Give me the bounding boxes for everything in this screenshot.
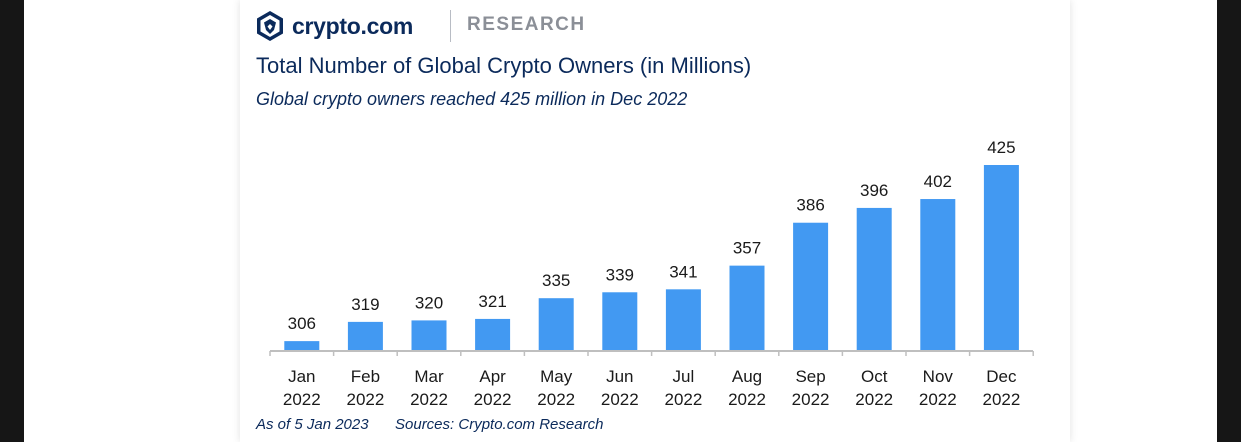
bar bbox=[411, 320, 447, 350]
x-tick-year: 2022 bbox=[664, 390, 702, 409]
bar bbox=[538, 298, 574, 350]
x-tick-year: 2022 bbox=[537, 390, 575, 409]
bar-chart: 306 Jan 2022 319 Feb 2022 320 Mar 2022 321 Apr 2022… bbox=[269, 138, 1034, 409]
x-tick-label: Jul bbox=[673, 367, 695, 386]
bar bbox=[920, 199, 956, 350]
data-label: 341 bbox=[669, 262, 697, 281]
bar bbox=[856, 207, 892, 350]
x-tick-year: 2022 bbox=[346, 390, 384, 409]
left-dark-border bbox=[0, 0, 24, 442]
chart-title: Total Number of Global Crypto Owners (in… bbox=[256, 53, 752, 78]
brand-divider bbox=[450, 10, 451, 42]
x-tick-label: Oct bbox=[861, 367, 888, 386]
bar bbox=[475, 318, 511, 350]
right-dark-border bbox=[1217, 0, 1241, 442]
sources-note: Sources: Crypto.com Research bbox=[395, 416, 604, 433]
data-label: 425 bbox=[987, 138, 1015, 157]
data-label: 396 bbox=[860, 181, 888, 200]
x-tick-label: May bbox=[540, 367, 573, 386]
data-label: 321 bbox=[478, 292, 506, 311]
bar bbox=[347, 321, 383, 350]
x-tick-label: Sep bbox=[795, 367, 825, 386]
x-tick-label: Jun bbox=[606, 367, 633, 386]
x-tick-year: 2022 bbox=[410, 390, 448, 409]
data-label: 386 bbox=[796, 196, 824, 215]
chart-subtitle: Global crypto owners reached 425 million… bbox=[256, 89, 688, 109]
bar bbox=[983, 165, 1019, 350]
brand-logo: crypto.com bbox=[256, 8, 413, 44]
data-label: 319 bbox=[351, 295, 379, 314]
crypto-com-lion-icon bbox=[257, 11, 283, 41]
data-label: 339 bbox=[606, 265, 634, 284]
bar bbox=[602, 292, 638, 350]
data-label: 357 bbox=[733, 239, 761, 258]
x-tick-year: 2022 bbox=[919, 390, 957, 409]
x-tick-label: Feb bbox=[351, 367, 380, 386]
bar bbox=[284, 341, 320, 350]
x-tick-label: Mar bbox=[414, 367, 444, 386]
brand-name: crypto.com bbox=[292, 12, 413, 39]
section-label: RESEARCH bbox=[467, 14, 586, 35]
x-tick-year: 2022 bbox=[474, 390, 512, 409]
x-tick-year: 2022 bbox=[792, 390, 830, 409]
x-tick-label: Apr bbox=[479, 367, 506, 386]
x-tick-year: 2022 bbox=[283, 390, 321, 409]
x-tick-label: Aug bbox=[732, 367, 762, 386]
as-of-date: As of 5 Jan 2023 bbox=[256, 416, 369, 433]
x-tick-year: 2022 bbox=[982, 390, 1020, 409]
data-label: 402 bbox=[924, 172, 952, 191]
x-tick-year: 2022 bbox=[855, 390, 893, 409]
chart-card: crypto.com RESEARCH Total Number of Glob… bbox=[240, 0, 1070, 442]
x-tick-year: 2022 bbox=[601, 390, 639, 409]
x-tick-label: Jan bbox=[288, 367, 315, 386]
bar bbox=[665, 289, 701, 350]
bar bbox=[793, 222, 829, 350]
bar bbox=[729, 265, 765, 350]
data-label: 335 bbox=[542, 271, 570, 290]
data-label: 306 bbox=[288, 314, 316, 333]
x-tick-label: Nov bbox=[923, 367, 954, 386]
data-label: 320 bbox=[415, 293, 443, 312]
x-tick-label: Dec bbox=[986, 367, 1017, 386]
x-tick-year: 2022 bbox=[728, 390, 766, 409]
